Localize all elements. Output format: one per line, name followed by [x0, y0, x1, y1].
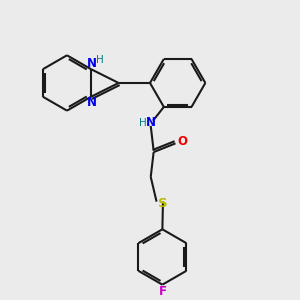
Text: N: N — [86, 57, 97, 70]
Text: O: O — [177, 135, 187, 148]
Text: N: N — [86, 96, 97, 109]
Text: F: F — [158, 285, 166, 298]
Text: S: S — [158, 196, 168, 210]
Text: H: H — [96, 55, 104, 65]
Text: H: H — [139, 118, 146, 128]
Text: N: N — [146, 116, 156, 130]
